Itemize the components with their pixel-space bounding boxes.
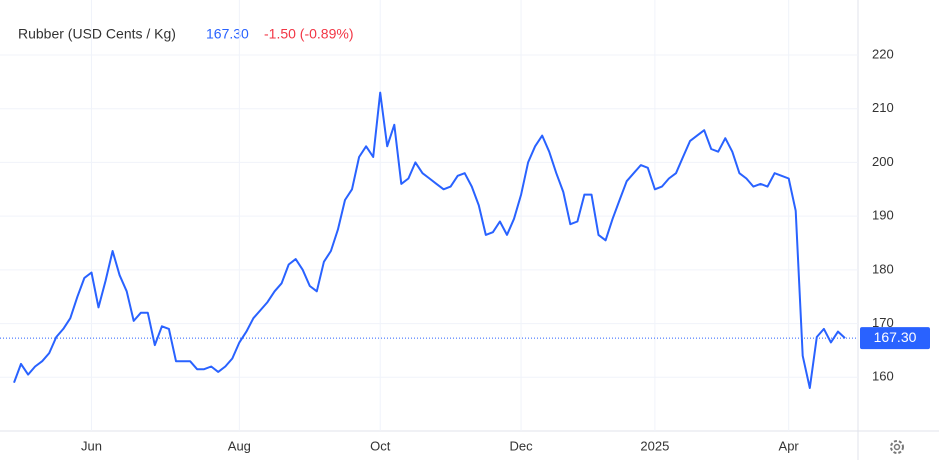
y-tick-label: 180 [872, 261, 894, 276]
chart-title: Rubber (USD Cents / Kg) [18, 26, 176, 42]
price-change: -1.50 (-0.89%) [264, 26, 353, 42]
grid [0, 0, 858, 431]
x-tick-label: Oct [370, 438, 391, 453]
y-tick-label: 200 [872, 154, 894, 169]
gear-inner[interactable] [893, 443, 901, 451]
x-tick-label: Apr [779, 438, 800, 453]
x-tick-label: 2025 [640, 438, 669, 453]
price-line [13, 91, 846, 389]
x-tick-label: Jun [81, 438, 102, 453]
last-price-box [860, 327, 930, 350]
y-tick-label: 170 [872, 315, 894, 330]
last-price: 167.30 [206, 26, 249, 42]
y-tick-label: 160 [872, 369, 894, 384]
y-tick-label: 190 [872, 208, 894, 223]
last-price-label: 167.30 [874, 329, 917, 345]
x-tick-label: Dec [509, 438, 533, 453]
y-tick-label: 210 [872, 100, 894, 115]
settings-icon[interactable] [890, 440, 904, 454]
y-tick-label: 220 [872, 46, 894, 61]
gear-outer[interactable] [890, 440, 904, 454]
x-tick-label: Aug [228, 438, 251, 453]
